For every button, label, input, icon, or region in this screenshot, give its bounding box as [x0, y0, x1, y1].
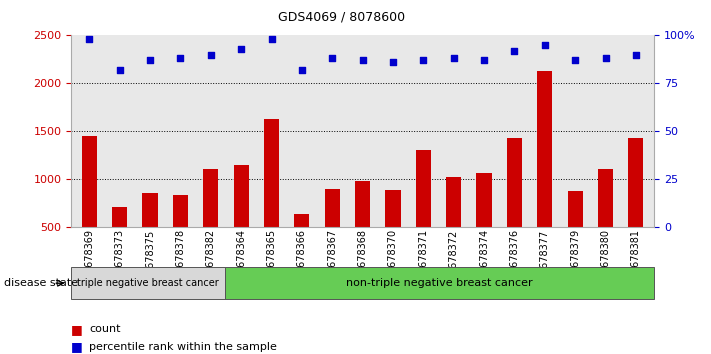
Bar: [82, 136, 97, 274]
Text: count: count: [89, 324, 120, 334]
Point: [266, 36, 277, 42]
Text: percentile rank within the sample: percentile rank within the sample: [89, 342, 277, 352]
Point: [448, 56, 459, 61]
Point: [570, 57, 581, 63]
Bar: [294, 214, 309, 274]
Point: [357, 57, 368, 63]
Point: [417, 57, 429, 63]
Text: non-triple negative breast cancer: non-triple negative breast cancer: [346, 278, 533, 288]
Point: [600, 56, 611, 61]
Bar: [507, 138, 522, 274]
Point: [296, 67, 308, 73]
Bar: [173, 195, 188, 274]
Bar: [355, 181, 370, 274]
Point: [205, 52, 216, 57]
Text: ■: ■: [71, 323, 83, 336]
Point: [326, 56, 338, 61]
Bar: [325, 189, 340, 274]
Text: ■: ■: [71, 341, 83, 353]
Text: GDS4069 / 8078600: GDS4069 / 8078600: [278, 11, 405, 24]
Bar: [142, 193, 158, 274]
Bar: [446, 177, 461, 274]
Bar: [203, 169, 218, 274]
Bar: [264, 119, 279, 274]
Text: triple negative breast cancer: triple negative breast cancer: [77, 278, 219, 288]
Text: disease state: disease state: [4, 278, 77, 288]
Bar: [476, 173, 492, 274]
Bar: [538, 71, 552, 274]
Bar: [233, 165, 249, 274]
Point: [84, 36, 95, 42]
Point: [387, 59, 399, 65]
Bar: [416, 150, 431, 274]
Point: [509, 48, 520, 53]
Point: [175, 56, 186, 61]
Bar: [598, 169, 613, 274]
Point: [539, 42, 550, 48]
Bar: [567, 191, 583, 274]
Point: [479, 57, 490, 63]
Point: [114, 67, 125, 73]
Point: [235, 46, 247, 52]
Bar: [629, 138, 643, 274]
Bar: [112, 207, 127, 274]
Bar: [385, 190, 400, 274]
Point: [144, 57, 156, 63]
Point: [630, 52, 641, 57]
